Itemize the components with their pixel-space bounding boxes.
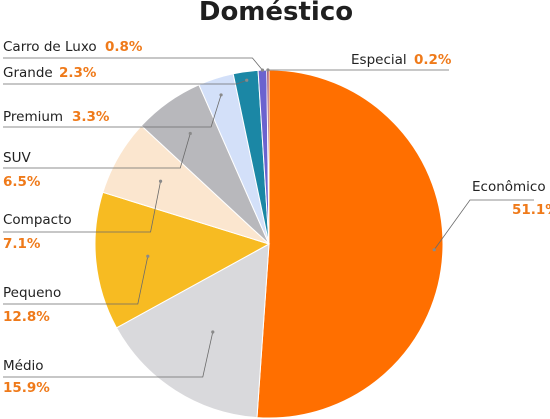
leader-line-suv — [3, 133, 191, 169]
leader-dot — [188, 131, 192, 136]
slice-label-name: Econômico — [472, 179, 546, 195]
leader-line-carro-de-luxo — [3, 57, 263, 71]
slice-label-name: Grande — [3, 65, 53, 81]
leader-dot — [266, 68, 270, 72]
slice-label-name: Médio — [3, 358, 44, 374]
leader-lines — [3, 57, 534, 378]
pie-slice-médio — [115, 243, 270, 419]
chart-title: Doméstico — [199, 0, 353, 27]
leader-line-compacto — [3, 181, 161, 233]
leader-dot — [432, 248, 436, 252]
slice-label-value: 0.2% — [414, 52, 452, 68]
slice-label-value: 15.9% — [3, 380, 50, 396]
slice-label-name: Pequeno — [3, 285, 61, 301]
leader-line-grande — [3, 79, 247, 85]
leader-dot — [260, 68, 265, 72]
slice-label-value: 7.1% — [3, 236, 41, 252]
slice-label-value: 51.1% — [512, 202, 550, 218]
slice-label-value: 2.3% — [59, 65, 97, 81]
leader-dot — [158, 179, 163, 183]
slice-label-name: Carro de Luxo — [3, 39, 97, 55]
slice-label-value: 12.8% — [3, 309, 50, 325]
slice-label-value: 6.5% — [3, 174, 41, 190]
leader-line-médio — [3, 331, 214, 378]
pie-slice-pequeno — [94, 191, 271, 329]
slice-labels: Econômico 51.1% Médio 15.9% Pequeno 12.8% Comp… — [3, 39, 550, 396]
leader-line-premium — [3, 94, 222, 128]
slice-label-name: SUV — [3, 150, 31, 166]
leader-dot — [211, 330, 215, 334]
slice-label-name: Premium — [3, 109, 63, 125]
slice-label-name: Compacto — [3, 212, 72, 228]
leader-dot — [146, 254, 150, 258]
slice-label-name: Especial — [351, 52, 407, 68]
leader-line-econômico — [433, 199, 534, 250]
leader-line-pequeno — [3, 256, 149, 305]
slice-label-value: 0.8% — [105, 39, 143, 55]
leader-dot — [219, 93, 223, 97]
leader-dot — [245, 78, 249, 82]
slice-label-value: 3.3% — [72, 109, 110, 125]
pie-slice-econômico — [256, 69, 444, 419]
pie-slices — [94, 69, 444, 419]
